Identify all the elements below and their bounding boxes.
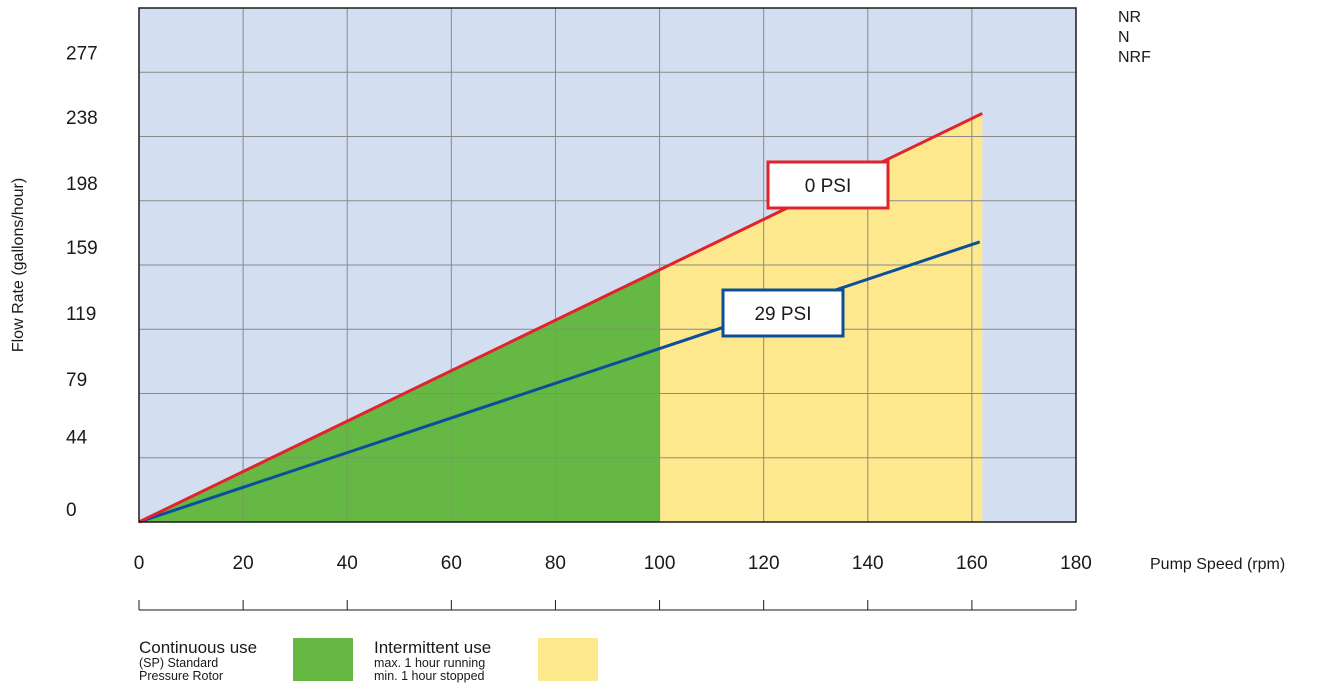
x-tick-label: 80 (545, 553, 566, 574)
legend-continuous-desc-2: Pressure Rotor (139, 669, 224, 683)
series-label-0-psi: 0 PSI (766, 160, 890, 210)
x-tick-label: 160 (956, 553, 988, 574)
model-label: NR (1118, 9, 1142, 26)
x-tick-label: 40 (337, 553, 358, 574)
legend-intermittent-use: Intermittent use max. 1 hour running min… (374, 638, 491, 683)
model-list: NR N NRF (1118, 8, 1151, 68)
model-label: NRF (1118, 49, 1151, 66)
y-tick-label: 198 (66, 174, 98, 195)
y-tick-label: 44 (66, 428, 88, 449)
x-tick-label: 0 (134, 553, 145, 574)
legend-continuous-swatch (293, 638, 353, 681)
grid-lines (139, 8, 1076, 522)
y-tick-label: 277 (66, 44, 98, 65)
series-label-0-psi-text: 0 PSI (805, 176, 851, 197)
y-axis-title: Flow Rate (gallons/hour) (10, 178, 27, 352)
legend-intermittent-desc-1: max. 1 hour running (374, 656, 486, 670)
y-tick-label: 119 (66, 304, 96, 325)
series-label-29-psi: 29 PSI (721, 288, 845, 338)
y-tick-label: 238 (66, 108, 98, 129)
y-tick-label: 79 (66, 370, 87, 391)
legend-continuous-desc-1: (SP) Standard (139, 656, 219, 670)
x-tick-label: 60 (441, 553, 462, 574)
x-tick-label: 20 (233, 553, 254, 574)
legend-continuous-use: Continuous use (SP) Standard Pressure Ro… (139, 638, 257, 683)
x-tick-label: 140 (852, 553, 884, 574)
legend-continuous-title: Continuous use (139, 638, 258, 657)
model-label: N (1118, 29, 1130, 46)
plot-frame (138, 7, 1077, 523)
y-tick-label: 159 (66, 238, 98, 259)
legend-intermittent-desc-2: min. 1 hour stopped (374, 669, 485, 683)
x-tick-label: 180 (1060, 553, 1092, 574)
x-tick-label: 120 (748, 553, 780, 574)
y-tick-label: 0 (66, 500, 77, 521)
x-tick-labels: 0 20 40 60 80 100 120 140 160 180 (134, 553, 1092, 574)
y-tick-labels: 0 44 79 119 159 198 238 277 (66, 44, 98, 521)
legend-intermittent-title: Intermittent use (374, 638, 492, 657)
legend-intermittent-swatch (538, 638, 598, 681)
x-tick-label: 100 (644, 553, 676, 574)
series-label-29-psi-text: 29 PSI (754, 304, 811, 325)
x-scale-bar (138, 600, 1077, 611)
x-axis-title: Pump Speed (rpm) (1150, 556, 1285, 573)
